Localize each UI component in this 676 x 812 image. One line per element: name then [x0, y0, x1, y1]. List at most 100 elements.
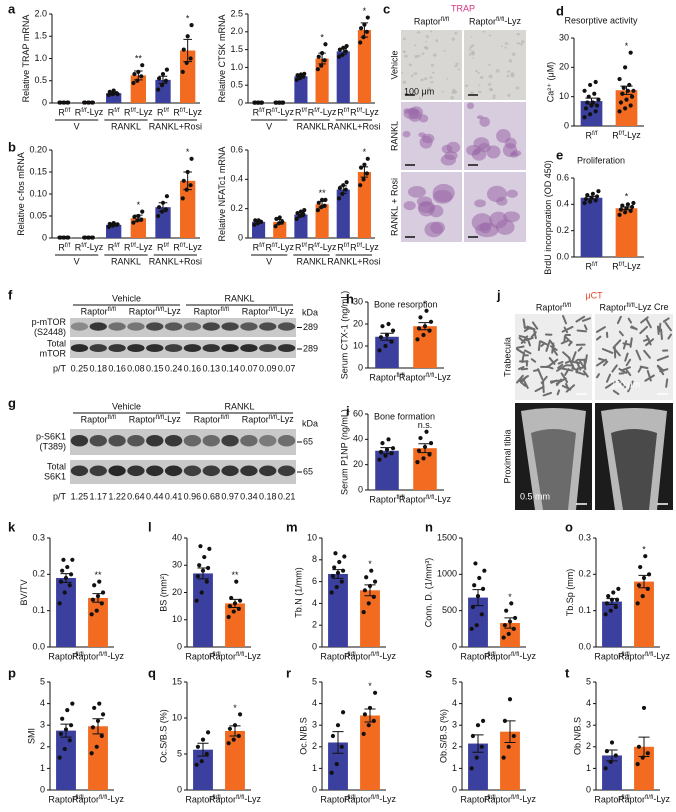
cell — [468, 53, 472, 56]
cell — [446, 77, 449, 80]
panel-letter: m — [286, 519, 298, 534]
data-point — [479, 612, 484, 617]
data-point — [640, 594, 645, 599]
data-point — [188, 183, 193, 188]
blot-band — [183, 434, 202, 447]
data-point — [68, 723, 74, 728]
bar — [634, 581, 654, 647]
x-tick-label: Rf/f — [295, 242, 307, 253]
data-point — [479, 744, 484, 749]
trabecula — [583, 324, 588, 331]
data-point — [624, 97, 629, 102]
group-label: RANKL+Rosi — [149, 121, 202, 131]
x-tick-label: Rf/f-Lyz — [350, 107, 379, 118]
trabecula — [555, 377, 567, 385]
cell — [421, 52, 425, 55]
cell — [430, 221, 446, 235]
trabecula — [548, 339, 555, 347]
trabecula — [562, 351, 571, 360]
data-point — [139, 217, 144, 222]
data-point — [335, 723, 341, 728]
cell — [508, 59, 513, 63]
data-point — [588, 82, 593, 88]
cell — [403, 201, 416, 211]
trabecula — [521, 351, 526, 364]
cell — [432, 189, 453, 204]
data-point — [365, 156, 370, 161]
data-point — [641, 575, 647, 581]
x-tick-label: Raptorfl/fl-Lyz — [399, 494, 451, 505]
data-point — [340, 191, 345, 197]
data-point — [100, 712, 106, 717]
blot-band — [240, 434, 258, 447]
data-point — [596, 189, 601, 194]
data-point — [418, 315, 423, 320]
data-point — [200, 737, 206, 742]
significance: * — [508, 592, 512, 602]
trabecula — [617, 379, 627, 389]
cell — [446, 141, 461, 154]
cell — [516, 33, 521, 36]
cell — [492, 97, 496, 100]
data-point — [507, 619, 513, 624]
panel-letter: j — [496, 287, 501, 302]
data-point — [57, 601, 62, 606]
column-label: Raptorfl/fl — [414, 16, 450, 27]
data-point — [164, 194, 170, 199]
data-point — [322, 58, 327, 63]
x-tick-label: Raptorfl/fl — [48, 794, 84, 805]
data-point — [57, 755, 62, 760]
data-point — [594, 194, 600, 199]
cell — [516, 42, 521, 45]
x-tick-label: Rf/f — [586, 261, 598, 272]
y-tick-label: 4 — [312, 698, 317, 708]
data-point — [631, 88, 636, 93]
ratio-value: 0.18 — [89, 363, 107, 373]
data-point — [625, 88, 630, 93]
significance: * — [625, 41, 629, 51]
trabecula — [579, 360, 585, 369]
blot-band — [164, 465, 183, 477]
y-tick-label: 1000 — [437, 569, 457, 579]
y-tick-label: 0 — [312, 784, 317, 794]
x-tick-label: Raptorfl/fl — [369, 494, 405, 505]
y-tick-label: 3 — [312, 720, 317, 730]
data-point — [256, 100, 261, 105]
y-tick-label: 0 — [42, 232, 47, 242]
trabecula — [627, 317, 633, 324]
data-point — [372, 690, 378, 695]
data-point — [237, 712, 243, 717]
data-point — [62, 746, 67, 752]
trabecula — [656, 355, 669, 362]
cell — [469, 45, 473, 49]
data-point — [315, 208, 320, 213]
data-point — [61, 557, 66, 562]
cell — [441, 90, 444, 93]
bar — [180, 50, 196, 103]
y-tick-label: 0.2 — [578, 569, 591, 579]
ratio-value: 0.08 — [127, 363, 145, 373]
cell — [432, 53, 437, 57]
data-point — [618, 207, 624, 212]
y-tick-label: 20 — [353, 459, 363, 469]
data-point — [301, 212, 306, 217]
data-point — [184, 60, 189, 66]
data-point — [295, 73, 300, 78]
data-point — [189, 156, 194, 161]
y-tick-label: 2 — [40, 741, 45, 751]
cell — [477, 72, 480, 75]
data-point — [330, 574, 336, 579]
y-tick-label: 0 — [358, 484, 363, 494]
cell — [488, 87, 493, 91]
data-point — [616, 586, 621, 591]
data-point — [369, 568, 374, 573]
blot-band — [221, 322, 239, 331]
ratio-value: 0.13 — [202, 363, 220, 373]
x-tick-label: Rf/f — [337, 107, 349, 118]
blot-band — [183, 322, 202, 331]
cell — [402, 130, 411, 138]
data-point — [336, 54, 342, 59]
row-label: mTOR — [40, 348, 67, 358]
data-point — [613, 753, 618, 758]
data-point — [156, 205, 162, 210]
